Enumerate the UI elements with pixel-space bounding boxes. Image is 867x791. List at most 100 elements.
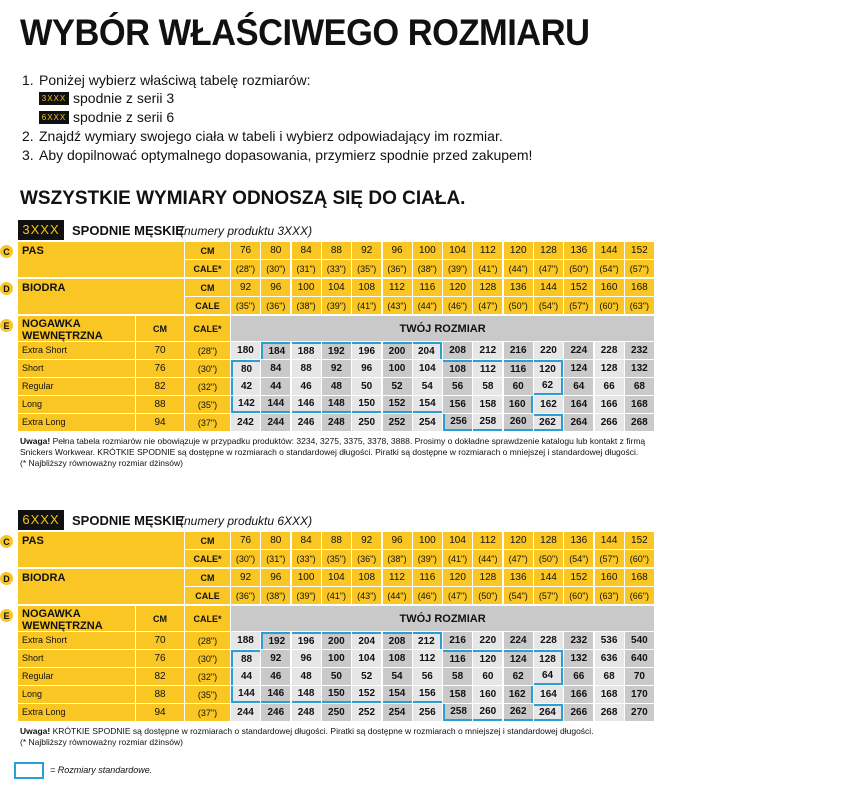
- length-cm: 88: [136, 686, 184, 703]
- inch-value: (54"): [564, 550, 594, 567]
- unit-label: CM: [185, 279, 230, 296]
- size-value: 220: [473, 632, 503, 649]
- size-value: 88: [291, 360, 321, 377]
- size-value: 266: [564, 704, 594, 721]
- size-value: 216: [503, 342, 533, 359]
- size-value: 48: [321, 378, 351, 395]
- length-cm: 82: [136, 668, 184, 685]
- size-value: 144: [261, 396, 291, 413]
- inch-value: (44"): [382, 587, 412, 604]
- series-text: spodnie z serii 6: [73, 109, 175, 125]
- size-value: 62: [534, 378, 563, 395]
- step-text: Znajdź wymiary swojego ciała w tabeli i …: [39, 128, 503, 144]
- inch-value: (35"): [352, 260, 382, 277]
- size-value: 80: [231, 360, 260, 377]
- size-value: 256: [412, 704, 442, 721]
- size-value: 92: [321, 360, 351, 377]
- inch-value: (60"): [624, 550, 654, 567]
- size-value: 232: [564, 632, 594, 649]
- size-value: 220: [534, 342, 563, 359]
- size-value: 58: [473, 378, 503, 395]
- inch-value: (36"): [382, 260, 412, 277]
- size-value: 96: [291, 650, 321, 667]
- series-badge: 3XXX: [39, 92, 69, 105]
- size-value: 146: [261, 686, 291, 703]
- cm-value: 84: [291, 242, 321, 259]
- size-value: 264: [564, 414, 594, 431]
- size-value: 196: [291, 632, 321, 649]
- inch-value: (41"): [352, 297, 382, 314]
- size-value: 204: [352, 632, 382, 649]
- size-value: 254: [412, 414, 442, 431]
- inch-value: (50"): [564, 260, 594, 277]
- inch-value: (50"): [503, 297, 533, 314]
- inch-value: (47"): [443, 587, 473, 604]
- inch-value: (43"): [382, 297, 412, 314]
- size-value: 56: [443, 378, 473, 395]
- size-value: 116: [503, 360, 533, 377]
- note-lead: Uwaga!: [20, 436, 51, 446]
- row-letter: C: [0, 245, 13, 258]
- size-value: 208: [443, 342, 473, 359]
- inch-value: (46"): [443, 297, 473, 314]
- cm-value: 88: [321, 242, 351, 259]
- size-value: 156: [443, 396, 473, 413]
- inch-value: (30"): [231, 550, 260, 567]
- size-value: 158: [473, 396, 503, 413]
- size-value: 640: [624, 650, 654, 667]
- size-value: 92: [261, 650, 291, 667]
- size-value: 252: [352, 704, 382, 721]
- size-value: 228: [594, 342, 624, 359]
- inch-value: (54"): [534, 297, 563, 314]
- size-value: 104: [412, 360, 442, 377]
- size-value: 116: [443, 650, 473, 667]
- length-inch: (28"): [185, 342, 230, 359]
- inch-value: (38"): [382, 550, 412, 567]
- size-value: 180: [231, 342, 260, 359]
- size-value: 50: [321, 668, 351, 685]
- size-value: 148: [291, 686, 321, 703]
- size-value: 128: [534, 650, 563, 667]
- size-value: 268: [594, 704, 624, 721]
- row-label: NOGAWKA WEWNĘTRZNA: [18, 316, 135, 342]
- inch-value: (31"): [261, 550, 291, 567]
- size-value: 536: [594, 632, 624, 649]
- cm-value: 144: [594, 242, 624, 259]
- size-value: 88: [231, 650, 260, 667]
- size-value: 170: [624, 686, 654, 703]
- size-value: 208: [382, 632, 412, 649]
- size-value: 148: [321, 396, 351, 413]
- table-badge: 3XXX: [18, 220, 64, 240]
- length-cm: 76: [136, 360, 184, 377]
- size-value: 160: [503, 396, 533, 413]
- inch-value: (28"): [231, 260, 260, 277]
- size-value: 100: [321, 650, 351, 667]
- size-value: 48: [291, 668, 321, 685]
- length-name: Regular: [18, 668, 135, 685]
- legend-swatch: [14, 762, 44, 779]
- cm-value: 92: [231, 279, 260, 296]
- inch-value: (39"): [412, 550, 442, 567]
- size-value: 248: [291, 704, 321, 721]
- size-value: 150: [321, 686, 351, 703]
- length-name: Regular: [18, 378, 135, 395]
- cm-value: 92: [352, 532, 382, 549]
- cm-value: 100: [412, 242, 442, 259]
- size-value: 46: [291, 378, 321, 395]
- size-value: 154: [382, 686, 412, 703]
- inch-value: (30"): [261, 260, 291, 277]
- size-value: 164: [564, 396, 594, 413]
- length-name: Long: [18, 396, 135, 413]
- size-value: 188: [231, 632, 260, 649]
- cm-value: 100: [412, 532, 442, 549]
- size-value: 60: [503, 378, 533, 395]
- cm-value: 128: [473, 569, 503, 586]
- table-subtitle: (numery produktu 6XXX): [180, 514, 313, 528]
- size-value: 46: [261, 668, 291, 685]
- size-value: 250: [352, 414, 382, 431]
- size-value: 250: [321, 704, 351, 721]
- size-value: 232: [624, 342, 654, 359]
- unit-label: CALE*: [185, 260, 230, 277]
- size-value: 228: [534, 632, 563, 649]
- step-text: Aby dopilnować optymalnego dopasowania, …: [39, 147, 533, 163]
